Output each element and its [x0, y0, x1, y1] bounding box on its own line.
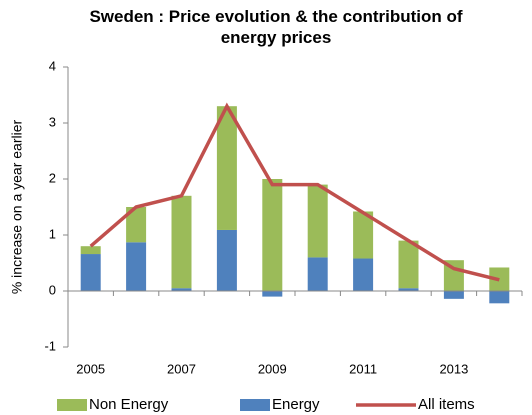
bar	[443, 260, 464, 291]
y-tick-label: 3	[49, 114, 56, 129]
y-axis-label: % increase on a year earlier	[9, 120, 25, 295]
y-tick-label: 1	[49, 226, 56, 241]
y-tick-label: 2	[49, 170, 56, 185]
bar	[398, 288, 419, 291]
bar	[171, 195, 192, 289]
y-tick-label: 0	[49, 282, 56, 297]
x-tick-label: 2005	[76, 361, 105, 376]
legend-swatch	[57, 399, 87, 411]
bar	[353, 258, 374, 291]
y-tick-label: -1	[44, 338, 56, 353]
bar	[307, 184, 328, 258]
bar	[262, 291, 283, 297]
legend-label: All items	[418, 396, 475, 413]
bar	[443, 291, 464, 299]
bar	[80, 246, 101, 255]
y-tick-label: 4	[49, 58, 56, 73]
x-tick-label: 2007	[167, 361, 196, 376]
bar	[80, 254, 101, 291]
bar	[126, 242, 147, 291]
bar	[353, 211, 374, 259]
bar	[216, 229, 237, 291]
bar	[126, 207, 147, 243]
x-tick-label: 2011	[349, 361, 377, 376]
line	[89, 102, 500, 282]
bar	[489, 291, 510, 304]
x-tick-label: 2009	[258, 361, 287, 376]
bar	[307, 257, 328, 291]
legend-label: Energy	[272, 396, 320, 413]
bar	[398, 240, 419, 289]
bar	[262, 179, 283, 291]
x-tick-label: 2013	[439, 361, 468, 376]
bar	[171, 288, 192, 291]
legend-label: Non Energy	[89, 396, 169, 413]
chart-title: Sweden : Price evolution & the contribut…	[89, 7, 463, 47]
legend-swatch	[240, 399, 270, 411]
bar	[216, 106, 237, 230]
